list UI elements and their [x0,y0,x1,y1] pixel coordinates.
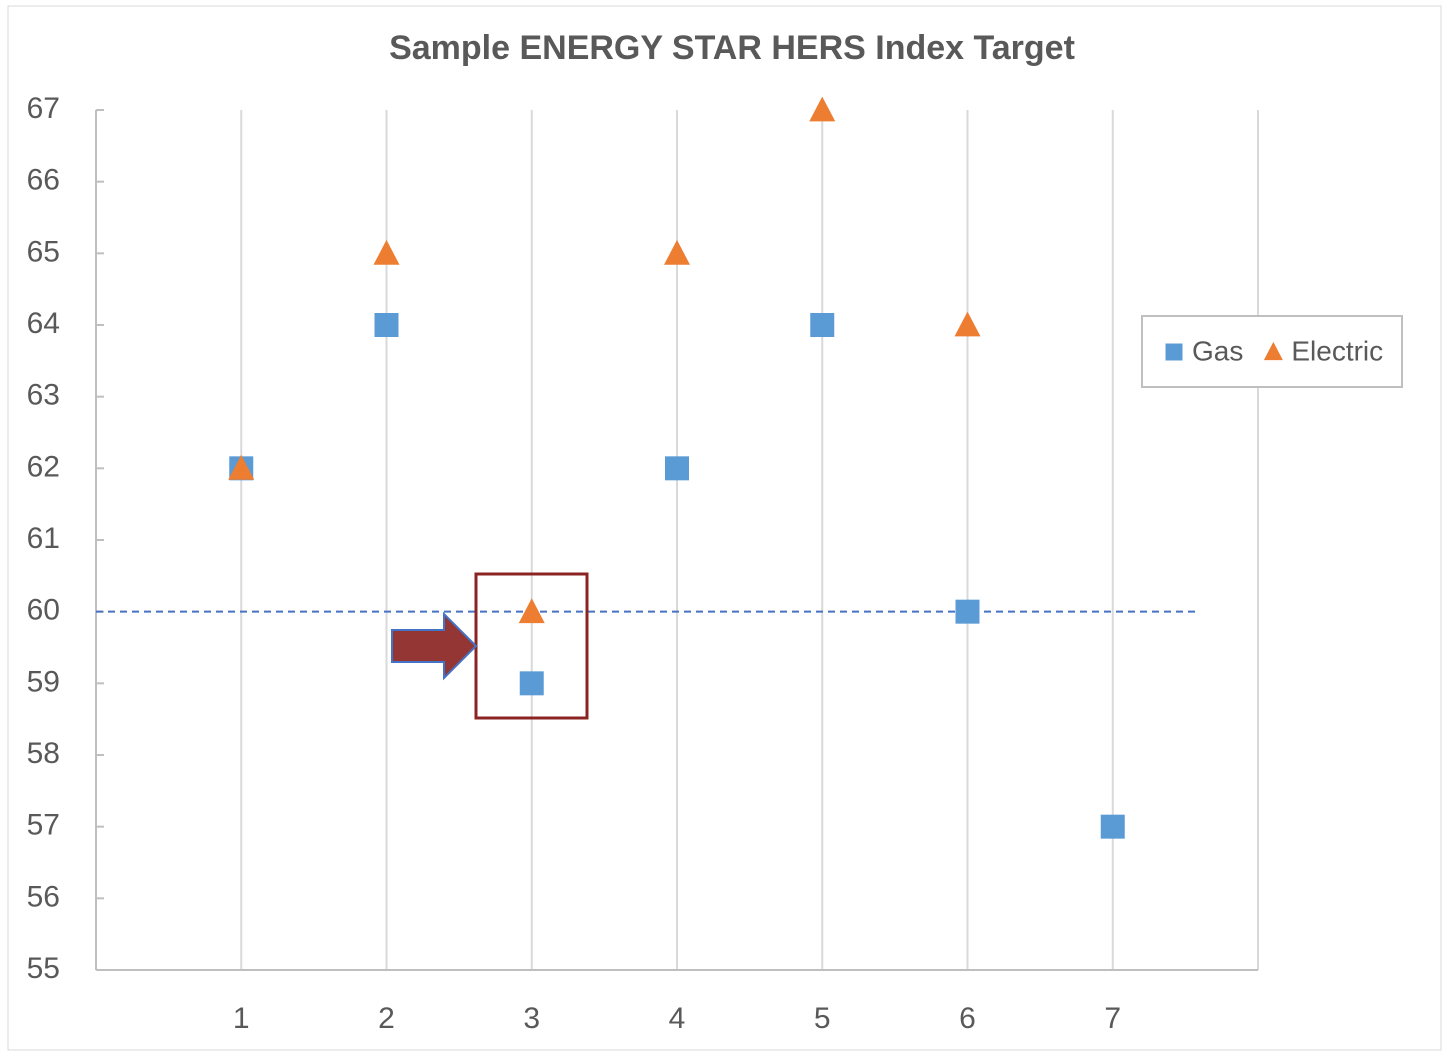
y-tick-label: 61 [27,522,60,555]
point [954,311,981,337]
x-tick-label: 7 [1104,1002,1121,1035]
point [228,454,255,480]
x-tick-label: 4 [669,1002,686,1035]
y-tick-label: 58 [27,737,60,770]
point [809,96,836,122]
y-tick-label: 56 [27,880,60,913]
point [955,599,980,624]
point [665,456,689,481]
point [664,239,690,265]
x-tick-label: 6 [959,1002,976,1035]
x-tick-label: 3 [523,1002,540,1035]
y-tick-label: 64 [27,307,60,340]
legend: Gas Electric [1141,315,1403,388]
chart-frame [7,5,1442,1051]
y-tick-label: 62 [27,450,60,483]
point [519,671,544,696]
legend-items: Gas Electric [1165,335,1383,366]
y-tick-label: 57 [27,809,60,842]
chart-title: Sample ENERGY STAR HERS Index Target [389,29,1075,67]
x-tick-label: 1 [233,1002,250,1035]
point [373,239,400,265]
legend-marker [1165,343,1183,361]
arrow [391,611,478,681]
x-tick-label: 5 [814,1002,831,1035]
y-tick-label: 55 [27,952,60,985]
y-tick-label: 60 [27,594,60,627]
point [1100,814,1125,839]
y-tick-label: 65 [27,235,60,268]
y-tick-label: 63 [27,379,60,412]
x-tick-label: 2 [378,1002,395,1035]
y-tick-label: 66 [27,164,60,197]
point [810,313,835,337]
point [374,313,399,337]
y-tick-label: 67 [27,92,60,125]
legend-label: Electric [1291,335,1383,366]
y-tick-label: 59 [27,665,60,698]
legend-marker [1263,341,1283,361]
point [518,598,545,624]
legend-label: Gas [1192,335,1243,366]
